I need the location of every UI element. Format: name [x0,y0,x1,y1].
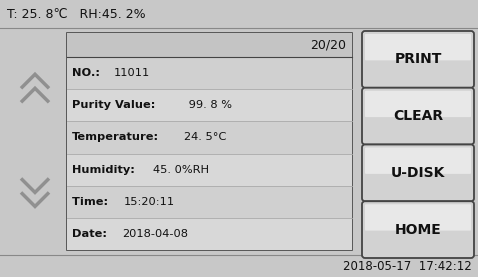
Bar [67,153,352,186]
Bar [67,57,352,89]
Bar [0,0,478,28]
FancyBboxPatch shape [365,204,471,231]
Text: 45. 0%RH: 45. 0%RH [153,165,209,175]
Bar [67,121,352,153]
Text: 20/20: 20/20 [310,39,346,52]
Text: HOME: HOME [395,223,441,237]
FancyBboxPatch shape [365,91,471,117]
Text: U-DISK: U-DISK [391,166,445,180]
Text: T: 25. 8℃   RH:45. 2%: T: 25. 8℃ RH:45. 2% [7,7,146,20]
Bar [0,255,478,277]
FancyBboxPatch shape [362,201,474,258]
FancyBboxPatch shape [362,145,474,201]
Text: 24. 5°C: 24. 5°C [185,132,227,142]
FancyBboxPatch shape [362,31,474,88]
Text: Humidity:: Humidity: [72,165,135,175]
Text: Temperature:: Temperature: [72,132,159,142]
Bar [67,89,352,121]
FancyBboxPatch shape [365,34,471,60]
Text: 2018-04-08: 2018-04-08 [122,229,188,239]
Text: PRINT: PRINT [394,52,442,66]
FancyBboxPatch shape [365,147,471,174]
Text: 11011: 11011 [113,68,150,78]
Text: Date:: Date: [72,229,111,239]
Bar [67,33,352,250]
Text: 2018-05-17  17:42:12: 2018-05-17 17:42:12 [343,260,472,273]
Text: Purity Value:: Purity Value: [72,100,159,110]
Text: 99. 8 %: 99. 8 % [185,100,232,110]
Bar [67,218,352,250]
FancyBboxPatch shape [362,88,474,145]
Bar [0,28,478,255]
Text: CLEAR: CLEAR [393,109,443,123]
Text: Time:: Time: [72,197,112,207]
Bar [67,186,352,218]
Text: NO.:: NO.: [72,68,104,78]
Bar [67,33,352,57]
Text: 15:20:11: 15:20:11 [124,197,175,207]
